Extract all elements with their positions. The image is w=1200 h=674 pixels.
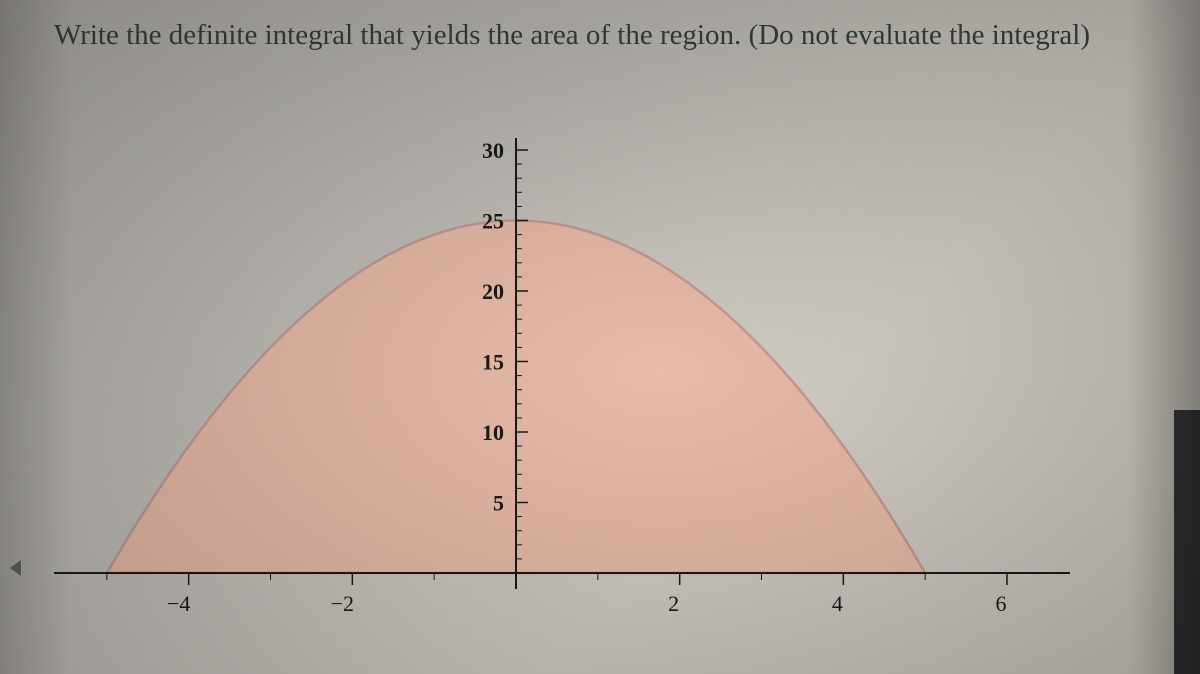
y-tick-label: 15 (482, 350, 504, 375)
x-tick-label: −4 (167, 591, 190, 616)
y-tick-label: 5 (493, 491, 504, 516)
x-tick-label: 4 (832, 591, 843, 616)
chart-container: −6−4−224651015202530 (36, 128, 1156, 648)
y-tick-label: 20 (482, 279, 504, 304)
collapse-caret-icon (10, 560, 21, 576)
y-tick-label: 25 (482, 209, 504, 234)
question-text: Write the definite integral that yields … (54, 16, 1140, 55)
x-tick-label: 2 (668, 591, 679, 616)
area-chart: −6−4−224651015202530 (36, 128, 1156, 648)
y-tick-label: 10 (482, 420, 504, 445)
page-root: Write the definite integral that yields … (0, 0, 1200, 674)
x-tick-label: 6 (996, 591, 1007, 616)
x-tick-label: −2 (331, 591, 354, 616)
y-tick-label: 30 (482, 138, 504, 163)
screen-edge (1174, 410, 1200, 674)
